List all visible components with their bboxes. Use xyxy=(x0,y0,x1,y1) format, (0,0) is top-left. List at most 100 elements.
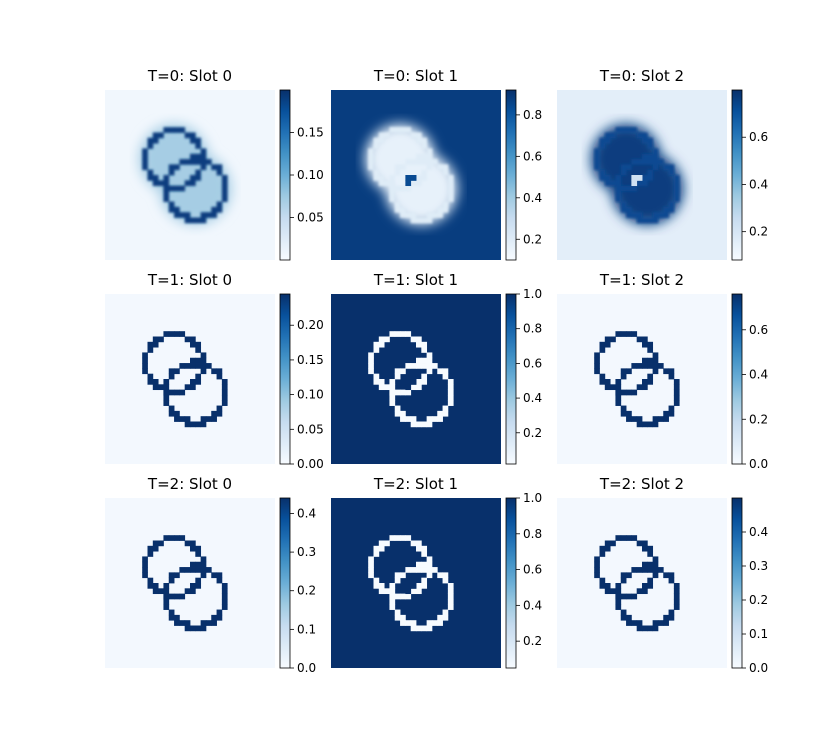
heatmap-cell xyxy=(647,625,654,632)
heatmap xyxy=(105,90,275,260)
heatmap-cell xyxy=(426,217,433,224)
heatmap-cell xyxy=(200,620,207,626)
heatmap-cell xyxy=(147,175,154,181)
heatmap-rings xyxy=(368,127,454,224)
heatmap-cell xyxy=(163,394,170,401)
heatmap-cell xyxy=(416,379,422,385)
heatmap-cell xyxy=(631,159,638,165)
heatmap-cell xyxy=(405,593,412,600)
heatmap-cell xyxy=(642,540,648,547)
heatmap-cell xyxy=(426,561,433,568)
heatmap-cell xyxy=(216,164,223,171)
colorbar-tick-label: 0.4 xyxy=(523,191,542,205)
heatmap-cell xyxy=(652,148,659,155)
heatmap-cell xyxy=(626,389,632,396)
heatmap-cell xyxy=(626,368,632,375)
heatmap-cell xyxy=(447,196,454,202)
heatmap-cell xyxy=(626,614,632,621)
heatmap-cell xyxy=(421,583,428,589)
heatmap-cell xyxy=(190,336,196,343)
heatmap-cell xyxy=(400,331,406,337)
colorbar-gradient xyxy=(279,497,291,669)
heatmap-cell xyxy=(447,180,454,187)
colorbar-gradient xyxy=(505,497,517,669)
heatmap-cell xyxy=(389,604,396,610)
heatmap-cell xyxy=(442,206,449,213)
subplot: T=1: Slot 2 0.0 0.2 0.4 0.6 xyxy=(557,271,768,471)
heatmap-blob-cell xyxy=(405,384,412,391)
colorbar: 0.2 0.4 0.6 xyxy=(731,89,768,261)
heatmap-cell xyxy=(447,384,454,391)
heatmap-cell xyxy=(195,625,202,632)
heatmap-cell xyxy=(190,561,196,568)
heatmap-cell xyxy=(442,169,449,176)
heatmap-blob-cell xyxy=(410,583,417,589)
heatmap-cell xyxy=(184,363,191,369)
heatmap-cell xyxy=(668,405,675,412)
heatmap-cell xyxy=(620,405,627,412)
heatmap-cell xyxy=(373,341,380,348)
heatmap-cell xyxy=(394,609,401,616)
heatmap-cell xyxy=(221,400,228,406)
colorbar-tick-label: 0.8 xyxy=(523,108,542,122)
heatmap-cell xyxy=(174,206,180,213)
heatmap-cell xyxy=(647,551,654,557)
heatmap-cell xyxy=(447,175,454,181)
heatmap-cell xyxy=(642,341,648,348)
heatmap-cell xyxy=(604,545,611,552)
heatmap-cell xyxy=(152,588,159,595)
heatmap-cell xyxy=(152,341,159,348)
subplot: T=2: Slot 1 0.2 0.4 0.6 0.8 1.0 xyxy=(331,475,542,669)
heatmap-cell xyxy=(668,572,675,579)
heatmap-cell xyxy=(378,137,385,144)
heatmap-cell xyxy=(652,421,659,428)
heatmap-cell xyxy=(179,620,186,626)
heatmap-cell xyxy=(594,567,600,573)
heatmap-cell xyxy=(663,410,669,417)
heatmap-cell xyxy=(642,180,648,187)
heatmap-cell xyxy=(200,148,207,155)
heatmap-cell xyxy=(604,137,611,144)
colorbar-tick-label: 0.8 xyxy=(523,527,542,541)
heatmap-cell xyxy=(626,416,632,422)
heatmap-cell xyxy=(410,336,417,343)
heatmap-cell xyxy=(642,363,648,369)
heatmap-cell xyxy=(599,373,606,380)
heatmap-cell xyxy=(211,620,217,626)
heatmap-cell xyxy=(394,373,401,380)
heatmap-cell xyxy=(437,164,443,171)
heatmap-cell xyxy=(174,127,180,133)
heatmap-cell xyxy=(174,368,180,375)
heatmap-cell xyxy=(389,583,396,589)
heatmap-cell xyxy=(631,185,638,192)
heatmap-cell xyxy=(636,416,643,422)
heatmap-cell xyxy=(216,614,223,621)
colorbar-tick-label: 0.3 xyxy=(297,545,316,559)
heatmap-cell xyxy=(663,164,669,171)
heatmap-cell xyxy=(636,212,643,218)
colorbar-tick-label: 0.00 xyxy=(297,457,324,471)
heatmap-cell xyxy=(184,217,191,224)
heatmap-cell xyxy=(631,416,638,422)
heatmap-cell xyxy=(216,368,223,375)
heatmap-cell xyxy=(426,625,433,632)
heatmap-cell xyxy=(200,567,207,573)
heatmap-cell xyxy=(620,127,627,133)
heatmap-cell xyxy=(179,159,186,165)
heatmap-cell xyxy=(394,127,401,133)
heatmap-cell xyxy=(437,212,443,218)
heatmap-cell xyxy=(663,614,669,621)
heatmap-cell xyxy=(389,598,396,605)
heatmap xyxy=(557,294,727,464)
heatmap-cell xyxy=(668,201,675,208)
heatmap-cell xyxy=(168,127,175,133)
heatmap-cell xyxy=(604,180,611,187)
heatmap-cell xyxy=(211,416,217,422)
heatmap-cell xyxy=(647,159,654,165)
heatmap-cell xyxy=(416,159,422,165)
heatmap-cell xyxy=(400,206,406,213)
heatmap-cell xyxy=(184,625,191,632)
subplot: T=1: Slot 0 0.00 0.05 0.10 0.15 0.20 xyxy=(105,271,324,471)
colorbar-tick-label: 1.0 xyxy=(523,287,542,301)
heatmap-cell xyxy=(442,577,449,584)
